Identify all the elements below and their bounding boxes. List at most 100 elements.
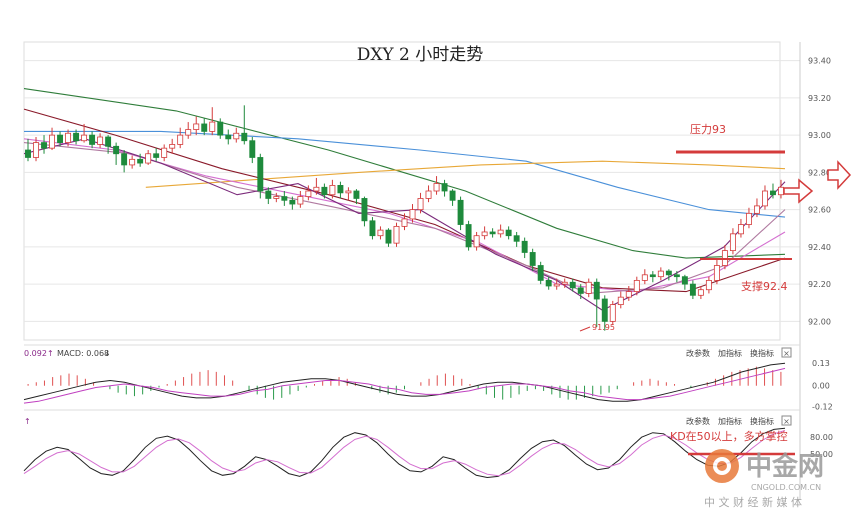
price-tick-label: 92.60 bbox=[808, 206, 831, 215]
price-tick-label: 93.00 bbox=[808, 131, 831, 140]
candle-body bbox=[633, 279, 640, 292]
candle-body bbox=[209, 121, 216, 132]
resistance-label: 压力93 bbox=[690, 123, 726, 136]
candle-body bbox=[385, 229, 392, 244]
candle-body bbox=[393, 225, 400, 244]
candle-body bbox=[729, 233, 736, 251]
kd-add-indicator-button[interactable]: 加指标 bbox=[718, 416, 742, 426]
macd-add-indicator-button[interactable]: 加指标 bbox=[718, 348, 742, 358]
candle-body bbox=[121, 153, 128, 166]
price-tick-label: 92.20 bbox=[808, 280, 831, 289]
candle-body bbox=[753, 205, 760, 214]
support-label: 支撑92.4 bbox=[741, 279, 788, 293]
candle-body bbox=[577, 287, 584, 294]
candle-body bbox=[585, 281, 592, 294]
macd-tick-label: 0.13 bbox=[812, 359, 830, 368]
chart-title: DXY 2 小时走势 bbox=[357, 45, 484, 65]
candle-body bbox=[737, 224, 744, 235]
candle-body bbox=[49, 134, 56, 149]
kd-edit-params-button[interactable]: 改参数 bbox=[686, 416, 710, 426]
macd-lines bbox=[23, 362, 786, 404]
candle-body bbox=[361, 198, 368, 222]
candle-body bbox=[33, 142, 39, 158]
candle-body bbox=[601, 298, 608, 322]
up-arrow-icon bbox=[783, 178, 814, 204]
candle-body bbox=[145, 153, 152, 164]
candle-body bbox=[537, 265, 544, 281]
candle-body bbox=[369, 220, 376, 237]
candle-body bbox=[73, 132, 80, 142]
candle-body bbox=[489, 231, 496, 235]
candle-body bbox=[289, 199, 296, 205]
moving-average-lines bbox=[23, 88, 786, 311]
candle-body bbox=[609, 304, 616, 322]
kd-close-icon: × bbox=[783, 417, 790, 426]
candle-body bbox=[770, 190, 776, 196]
candle-body bbox=[409, 209, 416, 220]
price-axis: 93.40 93.20 93.00 92.80 92.60 92.40 92.20 92.00 bbox=[808, 57, 831, 327]
candle-body bbox=[297, 196, 304, 205]
low-price-label: 91.95 bbox=[592, 323, 615, 332]
watermark-logo-core bbox=[717, 461, 727, 471]
candle-body bbox=[233, 132, 240, 140]
candle-body bbox=[25, 149, 31, 158]
candle-body bbox=[521, 240, 528, 253]
candle-body bbox=[81, 134, 88, 142]
kd-switch-indicator-button[interactable]: 换指标 bbox=[750, 416, 774, 426]
watermark-tagline: 中 文 财 经 新 媒 体 bbox=[704, 495, 802, 509]
candle-body bbox=[201, 123, 208, 132]
candle-body bbox=[697, 289, 704, 296]
kd-close-button[interactable] bbox=[781, 415, 792, 426]
candle-body bbox=[417, 198, 424, 211]
macd-header-label: MACD: 0.068 bbox=[57, 349, 109, 358]
candle-body bbox=[505, 229, 512, 237]
watermark-brand: 中金网 bbox=[746, 451, 824, 482]
candle-body bbox=[625, 291, 632, 298]
kd-toolbar: 改参数 加指标 换指标 × bbox=[686, 415, 792, 426]
candle-body bbox=[681, 276, 688, 285]
macd-close-button[interactable] bbox=[781, 347, 792, 358]
kd-tick-label: 80.00 bbox=[810, 433, 833, 442]
macd-edit-params-button[interactable]: 改参数 bbox=[686, 348, 710, 358]
macd-up-arrow-icon: ↑ bbox=[47, 349, 54, 358]
kd-tick-label: 50.00 bbox=[810, 450, 833, 459]
candle-body bbox=[561, 281, 568, 285]
candle-body bbox=[665, 270, 672, 276]
macd-histogram bbox=[27, 366, 782, 400]
candle-body bbox=[529, 252, 536, 266]
candle-body bbox=[457, 199, 464, 225]
candle-body bbox=[441, 183, 448, 192]
macd-switch-indicator-button[interactable]: 换指标 bbox=[750, 348, 774, 358]
price-tick-label: 92.40 bbox=[808, 243, 831, 252]
candle-body bbox=[161, 147, 168, 158]
candle-body bbox=[177, 134, 184, 145]
candle-body bbox=[113, 145, 120, 155]
candle-body bbox=[305, 190, 312, 197]
kd-lines bbox=[23, 427, 786, 479]
macd-toolbar: 改参数 加指标 换指标 × bbox=[686, 347, 792, 358]
candle-body bbox=[649, 274, 656, 278]
candle-body bbox=[169, 144, 176, 149]
candle-body bbox=[617, 296, 624, 306]
candle-body bbox=[465, 224, 472, 248]
candle-body bbox=[105, 136, 112, 147]
macd-close-icon: × bbox=[783, 349, 790, 358]
candle-body bbox=[241, 132, 248, 142]
kd-panel: ↑ 改参数 加指标 换指标 × 80.00 50.00 KD在50以上，多方掌控 bbox=[23, 409, 833, 479]
candle-body bbox=[217, 121, 224, 136]
candle-body bbox=[65, 132, 72, 143]
candle-body bbox=[553, 283, 560, 287]
candle-body bbox=[778, 186, 784, 196]
candle-body bbox=[657, 270, 664, 278]
candle-body bbox=[129, 158, 136, 166]
candle-body bbox=[401, 218, 408, 227]
candle-body bbox=[57, 134, 64, 143]
candle-body bbox=[337, 185, 344, 194]
candle-body bbox=[137, 158, 144, 164]
price-panel: 93.40 93.20 93.00 92.80 92.60 92.40 92.20 92.00… bbox=[23, 41, 852, 500]
candle-body bbox=[425, 190, 432, 199]
candle-body bbox=[689, 283, 696, 296]
candle-body bbox=[249, 140, 256, 158]
kd-up-arrow-icon: ↑ bbox=[24, 417, 31, 426]
price-tick-label: 93.20 bbox=[808, 94, 831, 103]
